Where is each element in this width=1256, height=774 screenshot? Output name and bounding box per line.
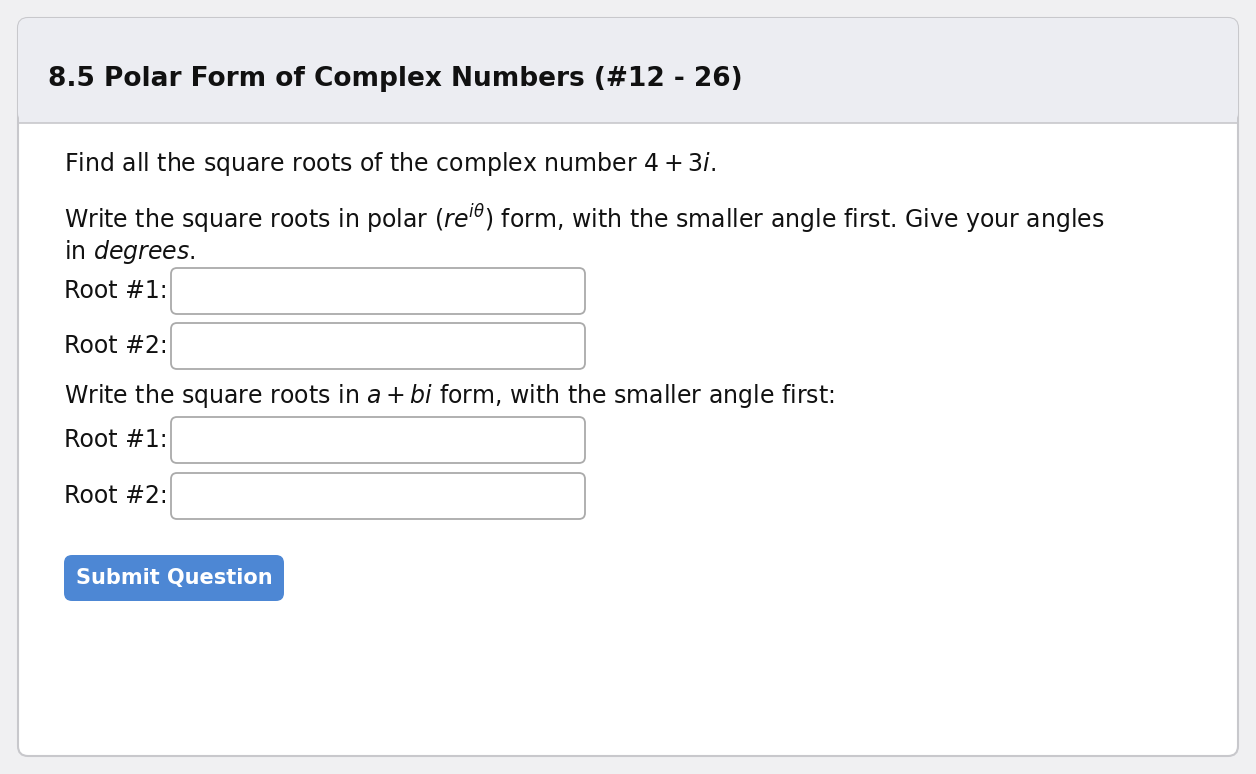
FancyBboxPatch shape [171,473,585,519]
Text: Root #1:: Root #1: [64,279,167,303]
FancyBboxPatch shape [171,323,585,369]
Bar [19,71,1237,123]
FancyBboxPatch shape [171,417,585,463]
Text: Write the square roots in $a + bi$ form, with the smaller angle first:: Write the square roots in $a + bi$ form,… [64,382,834,410]
Text: Find all the square roots of the complex number $4 + 3i$.: Find all the square roots of the complex… [64,150,716,178]
Text: 8.5 Polar Form of Complex Numbers (#12 - 26): 8.5 Polar Form of Complex Numbers (#12 -… [48,66,742,92]
Text: Root #1:: Root #1: [64,428,167,452]
Text: in $\it{degrees}$.: in $\it{degrees}$. [64,238,196,266]
Text: Write the square roots in polar $(re^{i\theta})$ form, with the smaller angle fi: Write the square roots in polar $(re^{i\… [64,202,1104,236]
FancyBboxPatch shape [171,268,585,314]
FancyBboxPatch shape [18,18,1238,756]
Text: Root #2:: Root #2: [64,334,168,358]
Text: Submit Question: Submit Question [75,568,273,588]
FancyBboxPatch shape [18,18,1238,123]
Text: Root #2:: Root #2: [64,484,168,508]
Bar [19,71,1237,123]
FancyBboxPatch shape [64,555,284,601]
